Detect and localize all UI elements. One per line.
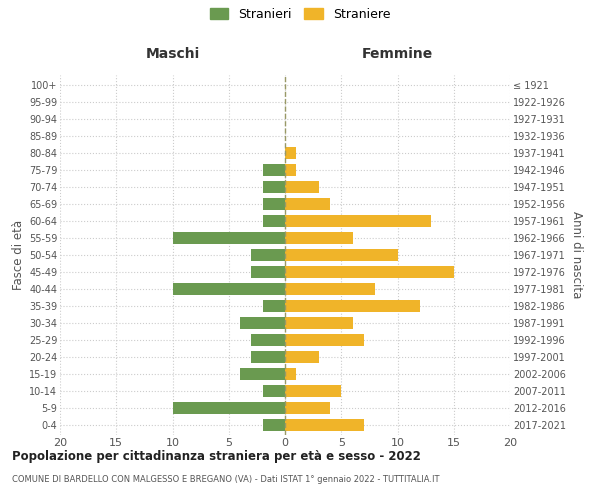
Text: Popolazione per cittadinanza straniera per età e sesso - 2022: Popolazione per cittadinanza straniera p… — [12, 450, 421, 463]
Bar — [285, 232, 353, 244]
Text: COMUNE DI BARDELLO CON MALGESSO E BREGANO (VA) - Dati ISTAT 1° gennaio 2022 - TU: COMUNE DI BARDELLO CON MALGESSO E BREGAN… — [12, 475, 439, 484]
Bar — [263, 198, 285, 210]
Bar — [251, 334, 285, 346]
Bar — [285, 418, 364, 431]
Bar — [285, 334, 364, 346]
Bar — [285, 317, 353, 329]
Bar — [263, 164, 285, 176]
Bar — [285, 215, 431, 227]
Bar — [285, 147, 296, 159]
Bar — [285, 266, 454, 278]
Bar — [285, 164, 296, 176]
Bar — [263, 300, 285, 312]
Bar — [285, 249, 398, 261]
Bar — [285, 300, 420, 312]
Bar — [285, 402, 330, 414]
Bar — [240, 368, 285, 380]
Bar — [285, 368, 296, 380]
Bar — [285, 181, 319, 193]
Bar — [263, 181, 285, 193]
Y-axis label: Fasce di età: Fasce di età — [11, 220, 25, 290]
Bar — [173, 402, 285, 414]
Bar — [251, 249, 285, 261]
Bar — [285, 198, 330, 210]
Bar — [251, 351, 285, 363]
Bar — [173, 283, 285, 295]
Bar — [285, 351, 319, 363]
Bar — [240, 317, 285, 329]
Bar — [173, 232, 285, 244]
Legend: Stranieri, Straniere: Stranieri, Straniere — [205, 2, 395, 26]
Bar — [263, 215, 285, 227]
Bar — [285, 283, 375, 295]
Bar — [285, 384, 341, 397]
Bar — [263, 418, 285, 431]
Bar — [263, 384, 285, 397]
Text: Femmine: Femmine — [362, 46, 433, 60]
Bar — [251, 266, 285, 278]
Text: Maschi: Maschi — [145, 46, 200, 60]
Y-axis label: Anni di nascita: Anni di nascita — [570, 212, 583, 298]
